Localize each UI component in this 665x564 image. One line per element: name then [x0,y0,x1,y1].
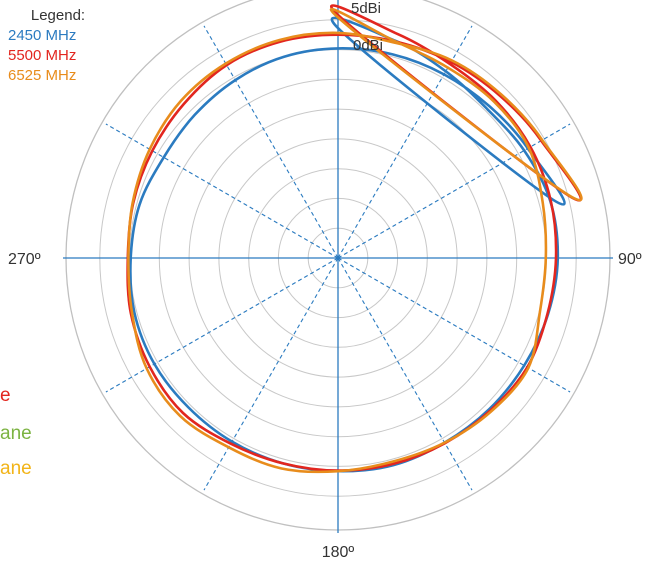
spoke-210 [203,257,339,491]
grid-spokes [105,25,571,491]
spoke-120 [337,257,571,393]
spoke-330 [203,25,339,259]
series-line-1 [126,4,583,472]
legend-entry-2450: 2450 MHz [8,27,77,44]
radial-label-0dbi: 0dBi [353,37,383,54]
radial-label-5dbi: 5dBi [351,0,381,17]
spoke-60 [337,123,571,259]
axis-labels: 90º 270º 180º 5dBi 0dBi [8,0,642,561]
legend-title: Legend: [30,7,86,24]
series-line-2 [127,7,583,474]
side-label-3: ane [0,458,32,479]
main-axes [63,0,613,533]
angle-label-270: 270º [8,251,41,268]
legend-entry-5500: 5500 MHz [8,47,77,64]
spoke-240 [105,257,339,393]
legend: Legend: 2450 MHz 5500 MHz 6525 MHz [8,6,108,86]
spoke-30 [337,25,473,259]
side-label-1: e [0,385,11,406]
series-group [126,4,583,474]
side-label-2: ane [0,423,32,444]
spoke-150 [337,257,473,491]
legend-entry-6525: 6525 MHz [8,67,77,84]
angle-label-180: 180º [322,544,355,561]
spoke-300 [105,123,339,259]
angle-label-90: 90º [618,251,642,268]
